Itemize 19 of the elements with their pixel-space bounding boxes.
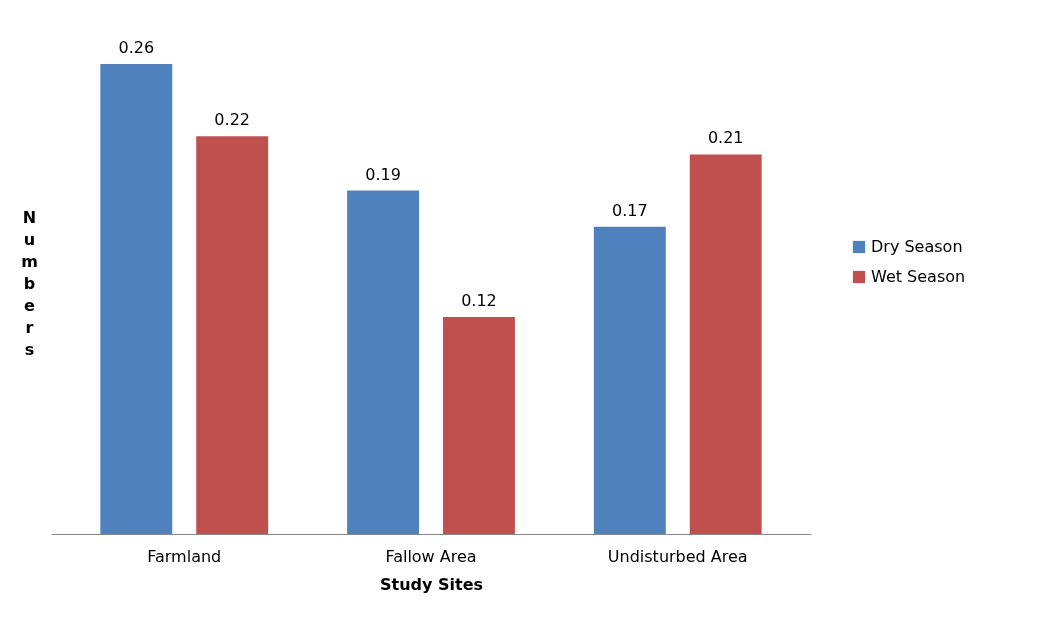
data-label: 0.19: [365, 164, 401, 184]
legend-label: Wet Season: [871, 267, 966, 286]
x-tick-label: Undisturbed Area: [607, 546, 748, 566]
x-tick-label: Fallow Area: [385, 546, 477, 566]
y-axis-title: Numbers: [21, 207, 38, 359]
data-label: 0.17: [612, 200, 648, 220]
bar: [100, 64, 173, 534]
bar: [593, 226, 666, 534]
bar: [689, 154, 762, 534]
data-label: 0.22: [214, 110, 250, 130]
x-axis-title: Study Sites: [379, 574, 484, 594]
data-label: 0.21: [707, 128, 744, 148]
bar: [196, 136, 269, 534]
data-label: 0.26: [118, 38, 155, 57]
data-label: 0.12: [461, 291, 497, 311]
bar: [347, 190, 420, 534]
legend-label: Dry Season: [871, 237, 963, 256]
bar: [442, 317, 515, 534]
x-tick-label: Farmland: [147, 546, 222, 566]
